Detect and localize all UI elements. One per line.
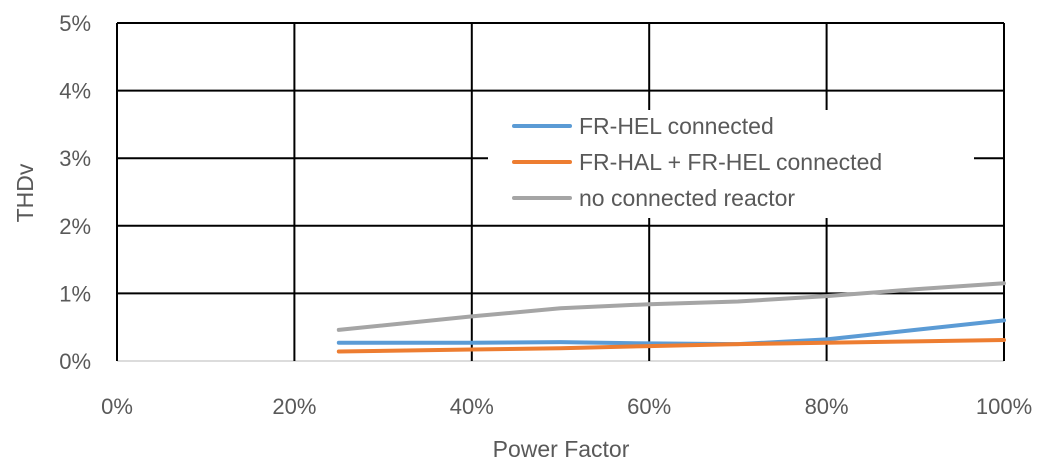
gridlines: [116, 22, 1005, 362]
x-tick-label: 40%: [450, 394, 494, 419]
y-tick-label: 0%: [59, 349, 91, 374]
legend-label-1: FR-HEL connected: [579, 113, 774, 139]
x-axis-ticks: 0% 20% 40% 60% 80% 100%: [101, 394, 1032, 419]
legend-label-2: FR-HAL + FR-HEL connected: [579, 149, 882, 175]
x-tick-label: 0%: [101, 394, 133, 419]
series-line-3: [336, 281, 1006, 332]
y-tick-label: 1%: [59, 281, 91, 306]
x-tick-label: 60%: [627, 394, 671, 419]
legend-label-3: no connected reactor: [579, 185, 795, 211]
y-tick-label: 5%: [59, 11, 91, 36]
legend: FR-HEL connected FR-HAL + FR-HEL connecte…: [488, 110, 974, 218]
y-tick-label: 2%: [59, 214, 91, 239]
y-axis-ticks: 0% 1% 2% 3% 4% 5%: [59, 11, 91, 374]
x-tick-label: 100%: [976, 394, 1032, 419]
y-tick-label: 4%: [59, 79, 91, 104]
y-tick-label: 3%: [59, 146, 91, 171]
x-axis-title: Power Factor: [493, 436, 630, 462]
x-tick-label: 80%: [805, 394, 849, 419]
y-axis-title: THDv: [12, 163, 38, 222]
series-line-2: [336, 338, 1006, 354]
x-tick-label: 20%: [272, 394, 316, 419]
series-lines: [336, 281, 1006, 354]
